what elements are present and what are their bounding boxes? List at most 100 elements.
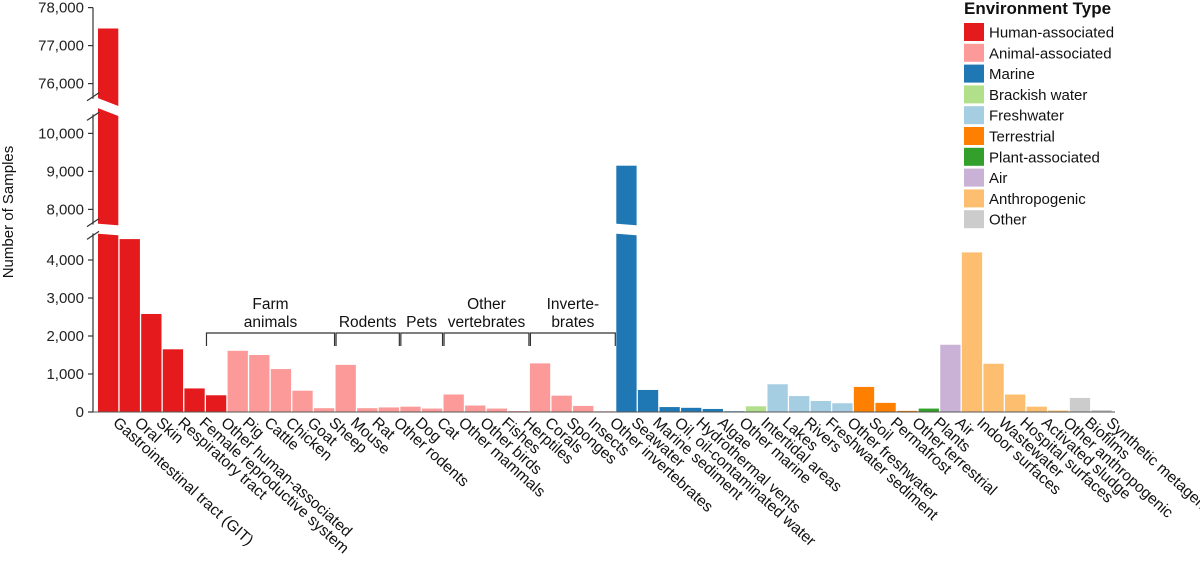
bar-cat xyxy=(421,408,443,412)
legend-label: Human-associated xyxy=(989,25,1114,42)
bar-fishes xyxy=(486,408,508,412)
bar-plants xyxy=(918,408,939,412)
group-label: vertebrates xyxy=(448,314,526,331)
group-label: brates xyxy=(551,314,594,331)
bar-goat xyxy=(292,390,313,412)
bar-pig xyxy=(227,350,248,412)
legend-swatch xyxy=(964,106,984,125)
bar-rivers xyxy=(789,396,810,412)
bar-cattle xyxy=(249,355,270,412)
y-axis: 0 1,000 2,000 3,000 4,000 8,000 9,000 10,000 76,… xyxy=(38,0,100,421)
legend-item-anthropogenic: Anthropogenic xyxy=(964,189,1086,208)
legend-item-brackish-water: Brackish water xyxy=(964,85,1087,104)
legend-swatch xyxy=(964,127,984,145)
group-bracket xyxy=(335,332,400,346)
y-axis-title: Number of Samples xyxy=(0,146,17,279)
legend-swatch xyxy=(964,210,984,229)
y-tick-label: 9,000 xyxy=(46,163,84,180)
axis-break-mark xyxy=(615,223,638,236)
group-pets: Pets xyxy=(400,314,444,346)
legend-swatch xyxy=(964,64,984,83)
group-label: Pets xyxy=(406,314,437,331)
legend-label: Plant-associated xyxy=(989,149,1100,166)
bar-oral xyxy=(119,239,140,412)
y-tick-label: 78,000 xyxy=(38,0,84,17)
y-axis-break-mark xyxy=(86,218,100,228)
y-tick-label: 8,000 xyxy=(46,201,84,218)
y-axis-break-mark xyxy=(86,92,100,102)
legend-swatch xyxy=(964,147,984,166)
bar-algae xyxy=(702,408,723,412)
group-label: Other xyxy=(467,296,506,313)
bar-freshwater-sediment xyxy=(810,400,831,412)
bar-other-rodents xyxy=(378,407,400,412)
bar-chicken xyxy=(270,369,292,412)
bar-other-mammals xyxy=(443,394,464,412)
bar-other-freshwater xyxy=(832,403,853,412)
y-tick-label: 10,000 xyxy=(38,125,84,142)
bar-intertidal-areas xyxy=(745,406,767,412)
legend-label: Terrestrial xyxy=(989,129,1055,146)
y-tick-label: 76,000 xyxy=(38,76,84,93)
legend-label: Air xyxy=(989,170,1007,187)
bar-biofilms xyxy=(1069,397,1091,412)
legend-swatch xyxy=(964,43,984,62)
group-label: animals xyxy=(244,314,298,331)
legend-item-air: Air xyxy=(964,168,1007,187)
y-axis-break-mark xyxy=(86,111,100,121)
legend-swatch xyxy=(964,85,984,104)
legend-label: Anthropogenic xyxy=(989,191,1086,208)
y-tick-label: 3,000 xyxy=(46,290,84,307)
group-bracket xyxy=(400,332,444,346)
group-bracket xyxy=(205,332,336,346)
bar-indoor-surfaces xyxy=(961,252,983,412)
bar-oil-oil-contaminated-water xyxy=(659,407,680,412)
group-bracket xyxy=(529,332,616,346)
bar-seawater xyxy=(616,165,637,412)
legend-item-other: Other xyxy=(964,210,1027,229)
legend-title: Environment Type xyxy=(964,0,1111,18)
legend-swatch xyxy=(964,168,984,187)
group-bracket xyxy=(443,332,530,346)
bar-hydrothermal-vents xyxy=(681,407,702,412)
y-tick-label: 4,000 xyxy=(46,252,84,269)
group-label: Inverte- xyxy=(547,296,600,313)
legend: Environment Type Human-associated Animal-a… xyxy=(964,0,1114,229)
bar-hospital-surfaces xyxy=(1005,394,1026,412)
bar-other-human-associated xyxy=(205,395,227,412)
bar-sponges xyxy=(551,395,572,412)
legend-item-marine: Marine xyxy=(964,64,1035,83)
bar-synthetic-metagenome xyxy=(1091,410,1112,412)
bar-other-terrestrial xyxy=(897,410,918,412)
y-tick-label: 2,000 xyxy=(46,328,84,345)
legend-item-human-associated: Human-associated xyxy=(964,23,1114,42)
legend-label: Animal-associated xyxy=(989,45,1112,62)
bar-dog xyxy=(400,406,421,412)
legend-label: Other xyxy=(989,212,1027,229)
legend-label: Marine xyxy=(989,66,1035,83)
legend-item-animal-associated: Animal-associated xyxy=(964,43,1112,62)
bars-layer xyxy=(93,28,1115,413)
bar-female-reproductive-system xyxy=(184,388,205,412)
bar-soil xyxy=(853,386,875,412)
group-rodents: Rodents xyxy=(335,314,400,346)
bar-wastewater xyxy=(983,363,1004,412)
group-inverte-brates: Inverte-brates xyxy=(529,296,616,346)
legend-label: Freshwater xyxy=(989,108,1064,125)
bar-air xyxy=(940,344,961,412)
axis-break-mark xyxy=(97,97,120,117)
bar-respiratory-tract xyxy=(162,349,184,412)
legend-item-plant-associated: Plant-associated xyxy=(964,147,1100,166)
bar-corals xyxy=(529,363,551,412)
bar-rat xyxy=(357,408,378,412)
y-axis-break-mark xyxy=(86,230,100,240)
bar-mouse xyxy=(335,364,356,412)
y-tick-label: 1,000 xyxy=(46,366,84,383)
bar-gastrointestinal-tract-git xyxy=(98,28,119,412)
bar-permafrost xyxy=(875,402,896,412)
legend-swatch xyxy=(964,23,984,41)
